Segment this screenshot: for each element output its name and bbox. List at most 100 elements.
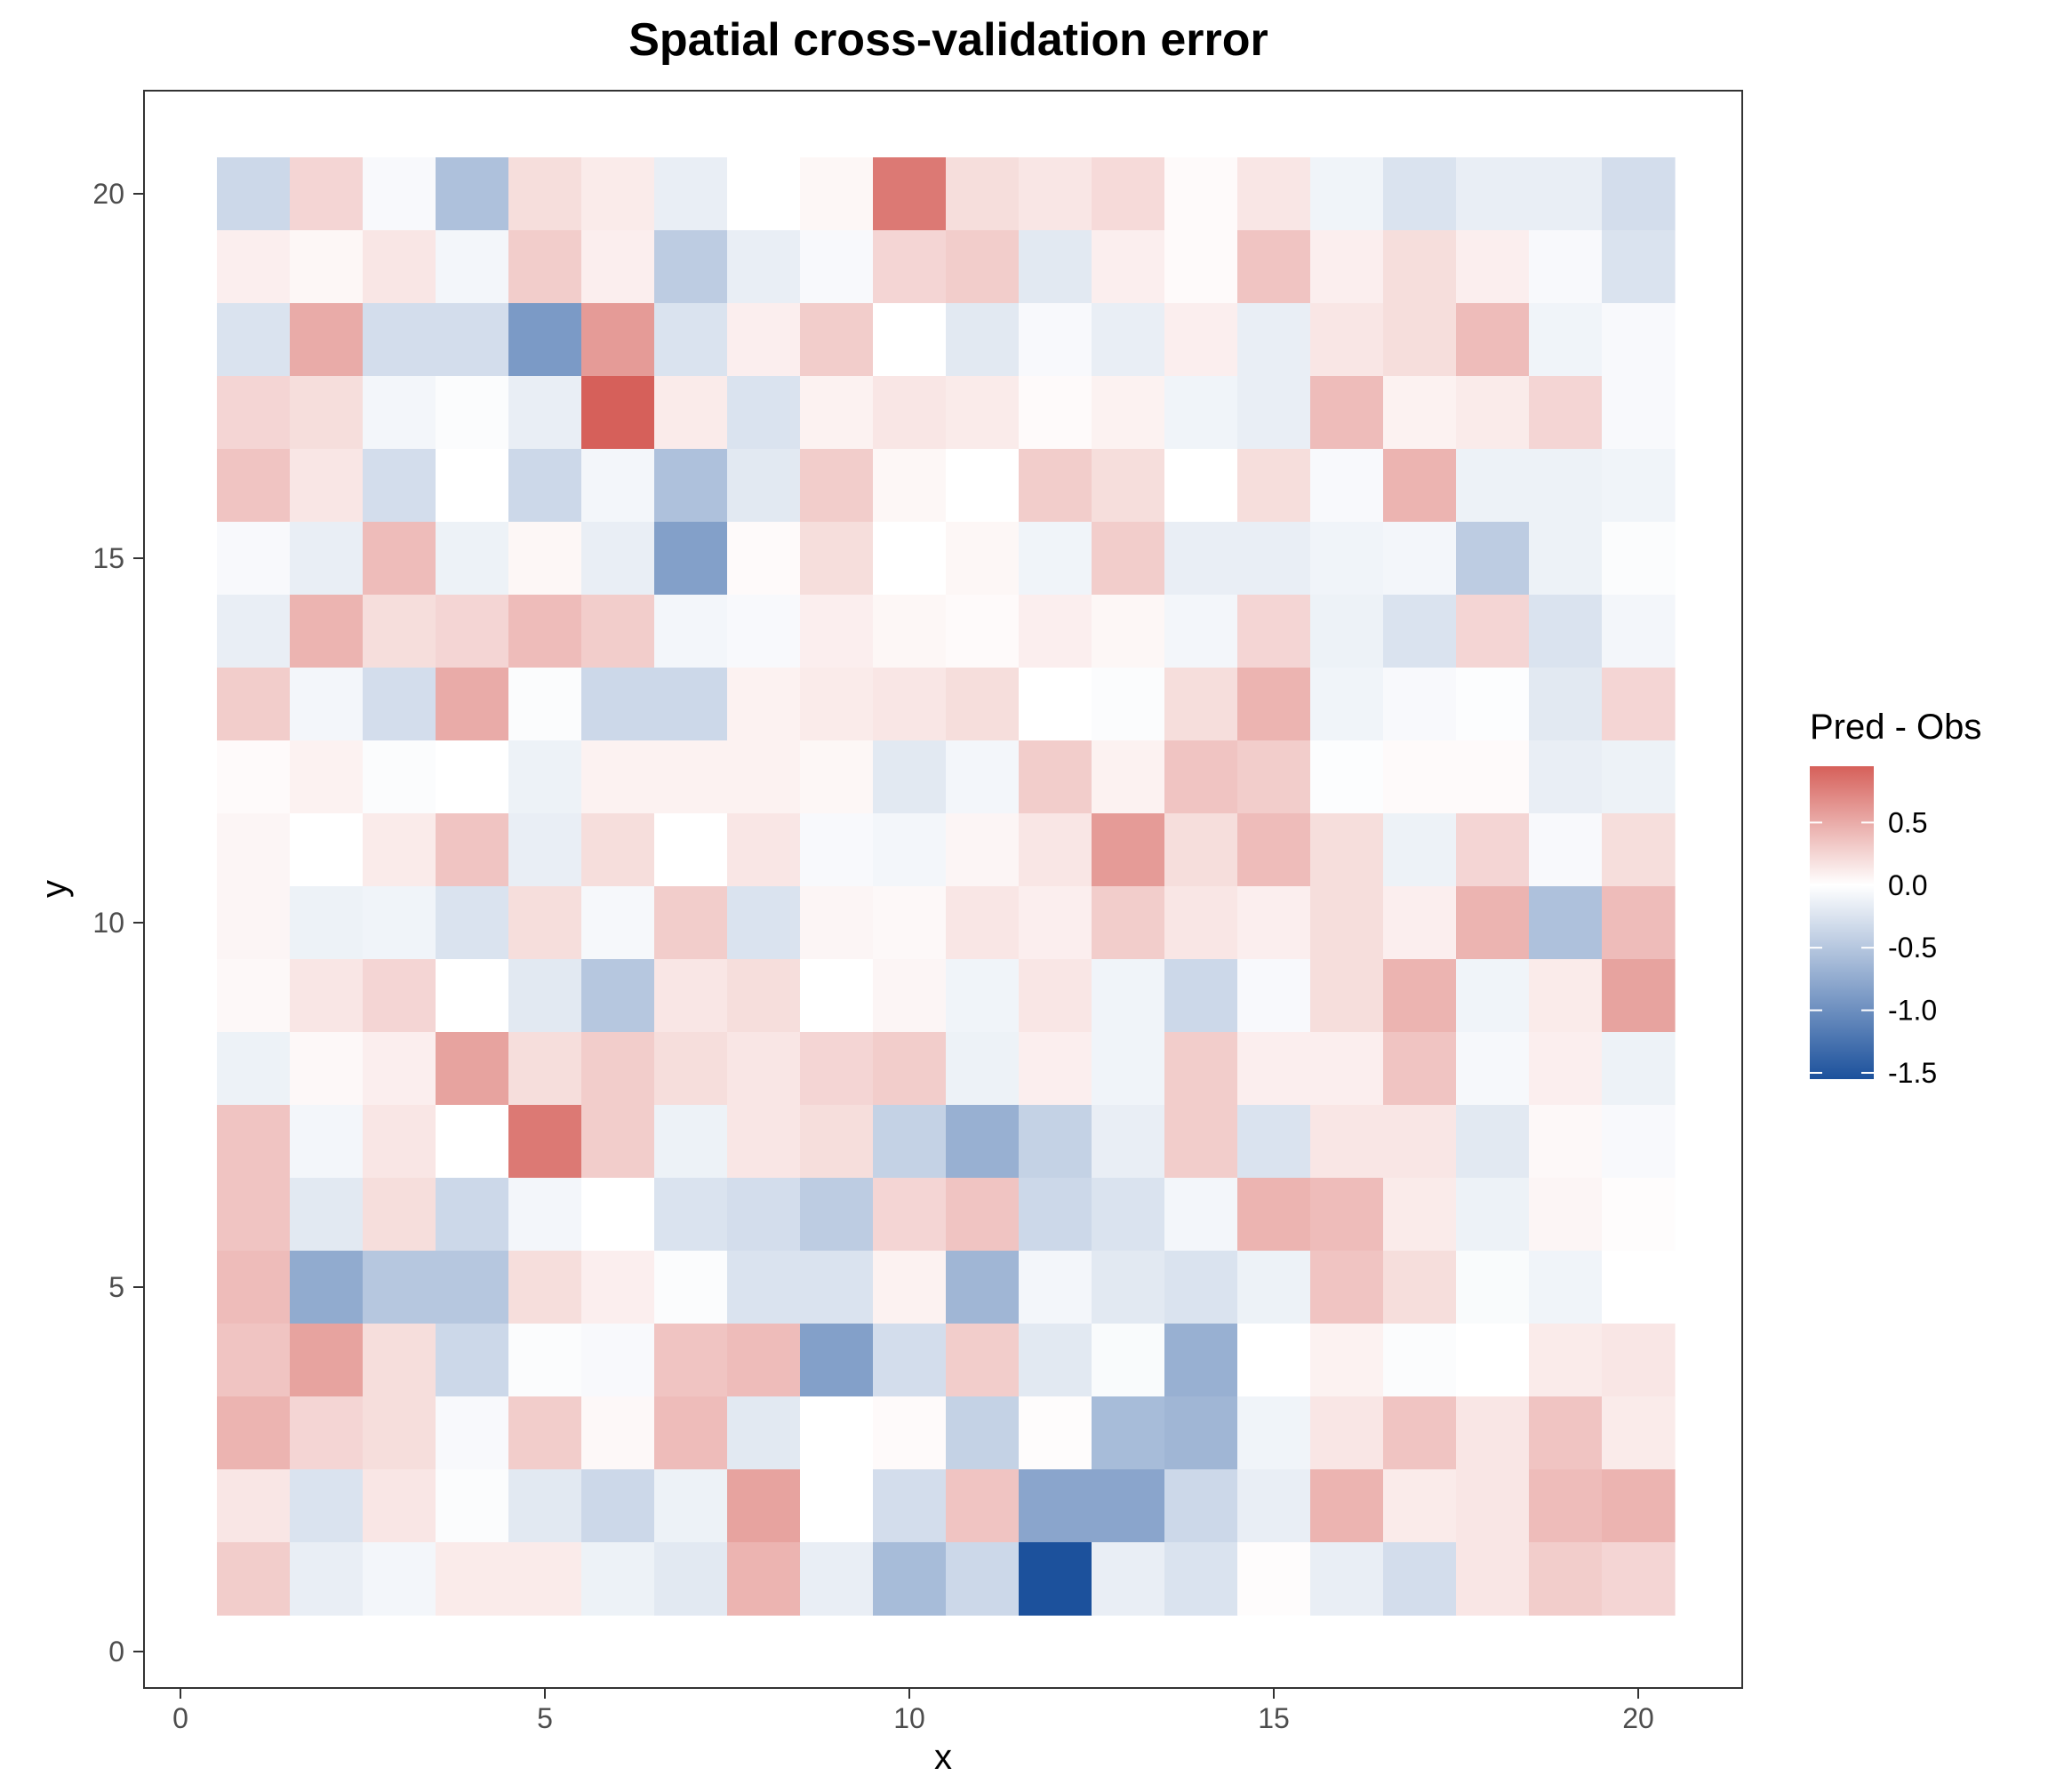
y-tick-label: 10: [92, 907, 124, 939]
heatmap-cell: [217, 157, 291, 231]
heatmap-cell: [1383, 1469, 1457, 1543]
legend-colorbar: [1810, 766, 1874, 1079]
heatmap-cell: [873, 668, 947, 741]
x-tick-label: 0: [172, 1702, 188, 1734]
heatmap-cell: [1602, 157, 1676, 231]
heatmap-cell: [1164, 376, 1238, 450]
heatmap-cell: [1164, 1396, 1238, 1470]
heatmap-cell: [800, 740, 874, 814]
heatmap-cell: [946, 449, 1020, 523]
heatmap-cell: [727, 959, 801, 1033]
heatmap-cell: [654, 522, 728, 596]
heatmap-cell: [581, 886, 655, 960]
heatmap-cell: [1237, 1324, 1311, 1397]
heatmap-cell: [508, 595, 582, 668]
heatmap-cell: [1092, 1542, 1165, 1616]
heatmap-cell: [363, 449, 436, 523]
heatmap-cell: [581, 376, 655, 450]
heatmap-cell: [1456, 740, 1530, 814]
y-tick-label: 15: [92, 542, 124, 574]
heatmap-cell: [1456, 303, 1530, 377]
heatmap-cell: [1019, 1251, 1092, 1324]
heatmap-cell: [290, 1251, 364, 1324]
heatmap-cell: [1164, 522, 1238, 596]
heatmap-cell: [1092, 1469, 1165, 1543]
heatmap-cell: [581, 449, 655, 523]
heatmap-cell: [290, 959, 364, 1033]
heatmap-cell: [1164, 959, 1238, 1033]
heatmap-cell: [1383, 522, 1457, 596]
heatmap-cell: [508, 230, 582, 304]
heatmap-cell: [508, 522, 582, 596]
heatmap-cell: [217, 595, 291, 668]
heatmap-cell: [1456, 157, 1530, 231]
heatmap-cell: [290, 230, 364, 304]
heatmap-cell: [1383, 376, 1457, 450]
heatmap-cell: [1237, 1032, 1311, 1106]
legend-title: Pred - Obs: [1810, 708, 1981, 747]
heatmap-cell: [1456, 230, 1530, 304]
heatmap-cell: [290, 1469, 364, 1543]
heatmap-cell: [727, 1469, 801, 1543]
heatmap-cell: [727, 1542, 801, 1616]
heatmap-cell: [1529, 376, 1603, 450]
heatmap-cell: [800, 959, 874, 1033]
heatmap-cell: [581, 740, 655, 814]
heatmap-cell: [508, 303, 582, 377]
heatmap-cell: [581, 1032, 655, 1106]
heatmap-cell: [654, 813, 728, 887]
heatmap-cell: [800, 1105, 874, 1179]
heatmap-cell: [1383, 1105, 1457, 1179]
heatmap-cell: [1529, 959, 1603, 1033]
heatmap-cell: [1602, 449, 1676, 523]
heatmap-cell: [800, 230, 874, 304]
heatmap-cell: [946, 959, 1020, 1033]
heatmap-cell: [581, 1469, 655, 1543]
heatmap-cell: [800, 1178, 874, 1252]
heatmap-cell: [1602, 303, 1676, 377]
heatmap-cell: [436, 668, 509, 741]
heatmap-cell: [1164, 1178, 1238, 1252]
heatmap-cell: [1456, 959, 1530, 1033]
heatmap-cell: [436, 1469, 509, 1543]
heatmap-cell: [1092, 230, 1165, 304]
heatmap-cell: [1019, 668, 1092, 741]
heatmap-cell: [1164, 303, 1238, 377]
heatmap-cell: [1310, 1324, 1384, 1397]
heatmap-cell: [654, 303, 728, 377]
heatmap-cell: [1237, 1251, 1311, 1324]
heatmap-cell: [1456, 595, 1530, 668]
heatmap-cell: [1019, 1032, 1092, 1106]
heatmap-cell: [1529, 230, 1603, 304]
heatmap-cell: [1383, 1251, 1457, 1324]
heatmap-cell: [508, 376, 582, 450]
heatmap-cell: [363, 886, 436, 960]
heatmap-cell: [1602, 1396, 1676, 1470]
heatmap-cell: [1164, 1032, 1238, 1106]
heatmap-cell: [436, 230, 509, 304]
heatmap-cell: [1383, 303, 1457, 377]
heatmap-cell: [217, 959, 291, 1033]
heatmap-cell: [946, 668, 1020, 741]
heatmap-cell: [290, 813, 364, 887]
heatmap-cell: [1237, 1542, 1311, 1616]
x-tick-label: 10: [893, 1702, 925, 1734]
y-axis: 0 5 10 15 20: [92, 178, 144, 1668]
heatmap-cell: [946, 813, 1020, 887]
heatmap-cell: [1383, 959, 1457, 1033]
heatmap-cell: [290, 1032, 364, 1106]
heatmap-cell: [436, 959, 509, 1033]
heatmap-cell: [800, 303, 874, 377]
heatmap-cell: [873, 376, 947, 450]
heatmap-cell: [1164, 1324, 1238, 1397]
heatmap-cell: [1019, 886, 1092, 960]
heatmap-cell: [363, 1396, 436, 1470]
heatmap-cell: [946, 157, 1020, 231]
heatmap-cell: [363, 595, 436, 668]
heatmap-cell: [290, 668, 364, 741]
heatmap-cell: [873, 1105, 947, 1179]
heatmap-cell: [1529, 1178, 1603, 1252]
heatmap-cell: [1529, 1105, 1603, 1179]
heatmap-cell: [873, 1178, 947, 1252]
heatmap-cell: [800, 1469, 874, 1543]
